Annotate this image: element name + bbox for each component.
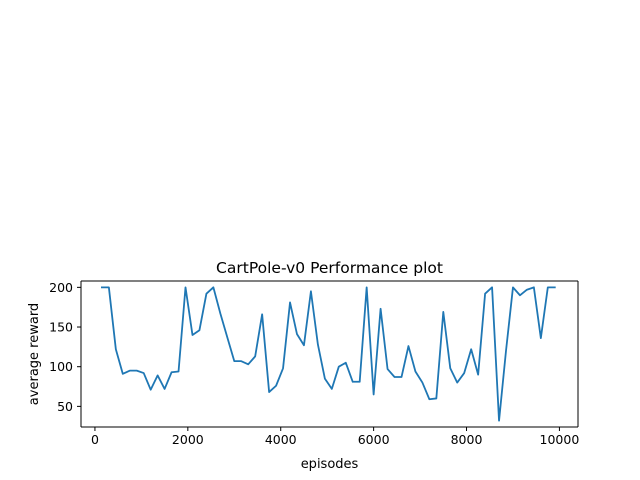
chart-title: CartPole-v0 Performance plot <box>216 259 443 277</box>
x-tick-label-6000: 6000 <box>358 432 390 447</box>
x-tick-label-8000: 8000 <box>451 432 483 447</box>
y-tick-label-100: 100 <box>49 359 73 374</box>
y-tick-label-150: 150 <box>49 320 73 335</box>
y-axis-ticks: 50 100 150 200 <box>49 280 81 414</box>
x-axis-ticks: 0 2000 4000 6000 8000 10000 <box>91 427 579 447</box>
x-tick-label-10000: 10000 <box>540 432 580 447</box>
y-axis-label: average reward <box>27 303 42 405</box>
plot-area <box>80 280 579 428</box>
x-tick-label-4000: 4000 <box>265 432 297 447</box>
y-tick-label-50: 50 <box>57 399 73 414</box>
x-tick-label-0: 0 <box>91 432 99 447</box>
x-axis-label: episodes <box>301 457 359 472</box>
y-tick-label-200: 200 <box>49 280 73 295</box>
series-line-0 <box>101 286 556 422</box>
x-tick-label-2000: 2000 <box>172 432 204 447</box>
